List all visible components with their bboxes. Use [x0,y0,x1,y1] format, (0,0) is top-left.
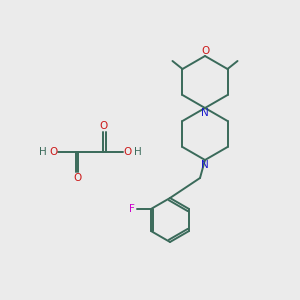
Text: F: F [129,204,135,214]
Text: O: O [124,147,132,157]
Text: O: O [74,173,82,183]
Text: H: H [134,147,142,157]
Text: N: N [201,160,209,170]
Text: N: N [201,108,209,118]
Text: O: O [201,46,209,56]
Text: H: H [39,147,47,157]
Text: O: O [99,121,107,131]
Text: O: O [49,147,57,157]
